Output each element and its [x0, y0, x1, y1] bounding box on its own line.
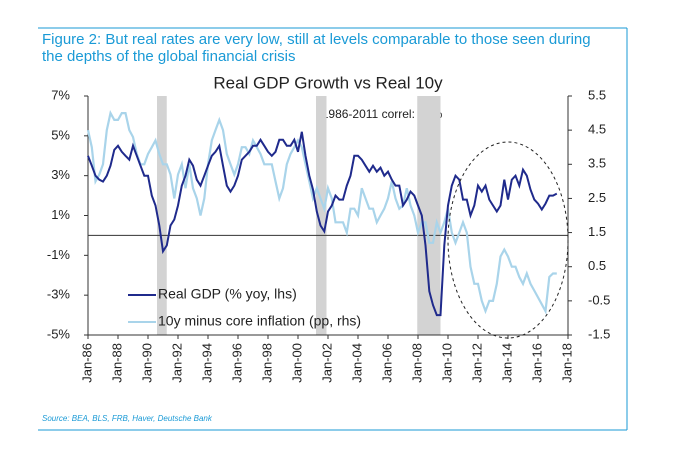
x-tick-label: Jan-12 [469, 343, 484, 383]
recession-band [417, 96, 441, 335]
figure-header: Figure 2: But real rates are very low, s… [42, 31, 591, 65]
x-tick-label: Jan-06 [379, 343, 394, 383]
chart-title: Real GDP Growth vs Real 10y [213, 73, 443, 92]
x-tick-label: Jan-98 [259, 343, 274, 383]
y2-tick-label: 3.5 [588, 156, 606, 171]
series-line [86, 110, 557, 315]
y-tick-label: 5% [51, 127, 70, 142]
highlight-ellipse [447, 141, 569, 339]
y2-tick-label: 1.5 [588, 224, 606, 239]
x-tick-label: Jan-08 [409, 343, 424, 383]
x-tick-label: Jan-90 [139, 343, 154, 383]
x-tick-label: Jan-14 [499, 343, 514, 383]
x-tick-label: Jan-96 [229, 343, 244, 383]
x-tick-label: Jan-88 [109, 343, 124, 383]
y2-tick-label: 5.5 [588, 87, 606, 102]
y-tick-label: -1% [47, 247, 71, 262]
y-tick-label: 1% [51, 207, 70, 222]
x-tick-label: Jan-04 [349, 343, 364, 383]
x-tick-label: Jan-86 [79, 343, 94, 383]
x-tick-label: Jan-18 [559, 343, 574, 383]
y2-tick-label: -1.5 [588, 326, 610, 341]
y-tick-label: -3% [47, 287, 71, 302]
x-tick-label: Jan-94 [199, 343, 214, 383]
recession-band [316, 96, 327, 335]
legend-label: Real GDP (% yoy, lhs) [158, 286, 297, 302]
recession-band [157, 96, 167, 335]
y2-tick-label: 2.5 [588, 190, 606, 205]
source: Source: BEA, BLS, FRB, Haver, Deutsche B… [42, 414, 213, 423]
x-tick-label: Jan-92 [169, 343, 184, 383]
y2-tick-label: 4.5 [588, 122, 606, 137]
y-tick-label: 7% [51, 87, 70, 102]
x-tick-label: Jan-16 [529, 343, 544, 383]
x-tick-label: Jan-10 [439, 343, 454, 383]
annotation: 1986-2011 correl: 62% [322, 107, 443, 121]
x-tick-label: Jan-00 [289, 343, 304, 383]
y-tick-label: 3% [51, 167, 70, 182]
series-line [87, 131, 558, 317]
y2-tick-label: -0.5 [588, 292, 610, 307]
y-tick-label: -5% [47, 326, 71, 341]
x-tick-label: Jan-02 [319, 343, 334, 383]
legend-label: 10y minus core inflation (pp, rhs) [158, 313, 361, 329]
y2-tick-label: 0.5 [588, 258, 606, 273]
plot-area: -5% -3% -1% 1% 3% 5% 7% -1.5 -0.5 0.5 1.5 2.5 3.5 4.5… [47, 87, 611, 382]
